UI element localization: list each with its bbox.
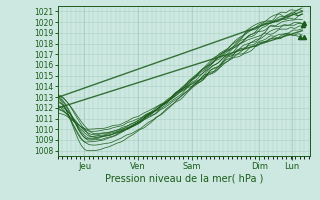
- X-axis label: Pression niveau de la mer( hPa ): Pression niveau de la mer( hPa ): [105, 173, 263, 183]
